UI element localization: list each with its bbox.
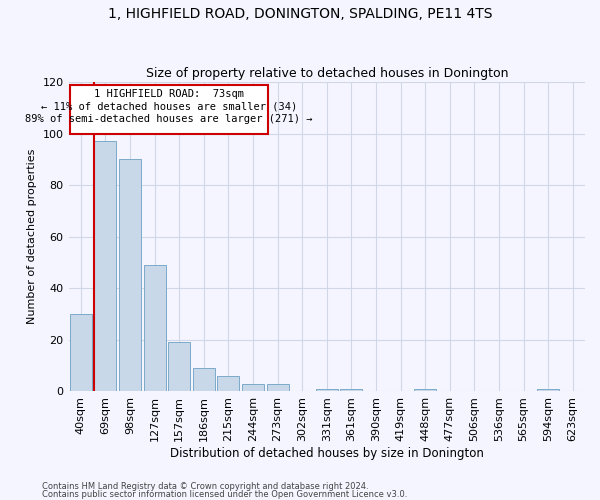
Text: 1 HIGHFIELD ROAD:  73sqm: 1 HIGHFIELD ROAD: 73sqm bbox=[94, 88, 244, 99]
X-axis label: Distribution of detached houses by size in Donington: Distribution of detached houses by size … bbox=[170, 447, 484, 460]
Text: ← 11% of detached houses are smaller (34): ← 11% of detached houses are smaller (34… bbox=[41, 102, 297, 112]
Bar bbox=[537, 389, 559, 392]
FancyBboxPatch shape bbox=[70, 84, 268, 134]
Bar bbox=[217, 376, 239, 392]
Bar bbox=[168, 342, 190, 392]
Bar bbox=[414, 389, 436, 392]
Title: Size of property relative to detached houses in Donington: Size of property relative to detached ho… bbox=[146, 66, 508, 80]
Bar bbox=[266, 384, 289, 392]
Bar bbox=[340, 389, 362, 392]
Bar bbox=[242, 384, 264, 392]
Text: Contains public sector information licensed under the Open Government Licence v3: Contains public sector information licen… bbox=[42, 490, 407, 499]
Y-axis label: Number of detached properties: Number of detached properties bbox=[27, 149, 37, 324]
Text: Contains HM Land Registry data © Crown copyright and database right 2024.: Contains HM Land Registry data © Crown c… bbox=[42, 482, 368, 491]
Bar bbox=[143, 265, 166, 392]
Bar bbox=[193, 368, 215, 392]
Text: 89% of semi-detached houses are larger (271) →: 89% of semi-detached houses are larger (… bbox=[25, 114, 313, 124]
Bar bbox=[119, 160, 141, 392]
Bar bbox=[70, 314, 92, 392]
Bar bbox=[316, 389, 338, 392]
Bar bbox=[94, 142, 116, 392]
Text: 1, HIGHFIELD ROAD, DONINGTON, SPALDING, PE11 4TS: 1, HIGHFIELD ROAD, DONINGTON, SPALDING, … bbox=[108, 8, 492, 22]
